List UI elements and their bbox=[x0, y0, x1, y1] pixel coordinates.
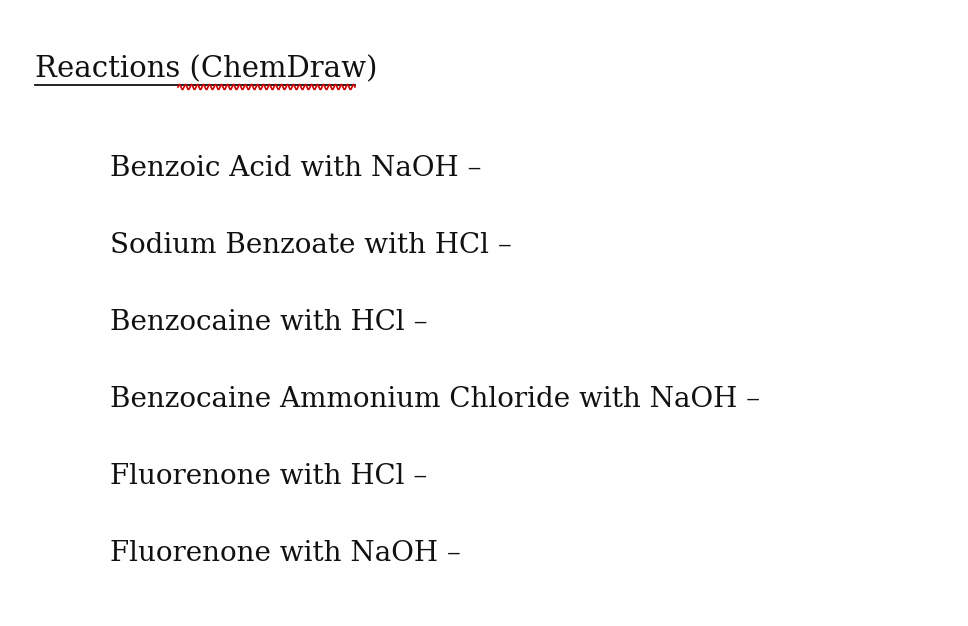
Text: Reactions (ChemDraw): Reactions (ChemDraw) bbox=[35, 55, 378, 83]
Text: Benzoic Acid with NaOH –: Benzoic Acid with NaOH – bbox=[110, 155, 481, 182]
Text: Fluorenone with NaOH –: Fluorenone with NaOH – bbox=[110, 540, 461, 567]
Text: Benzocaine with HCl –: Benzocaine with HCl – bbox=[110, 309, 428, 336]
Text: Sodium Benzoate with HCl –: Sodium Benzoate with HCl – bbox=[110, 232, 512, 259]
Text: Benzocaine Ammonium Chloride with NaOH –: Benzocaine Ammonium Chloride with NaOH – bbox=[110, 386, 760, 413]
Text: Fluorenone with HCl –: Fluorenone with HCl – bbox=[110, 463, 428, 490]
